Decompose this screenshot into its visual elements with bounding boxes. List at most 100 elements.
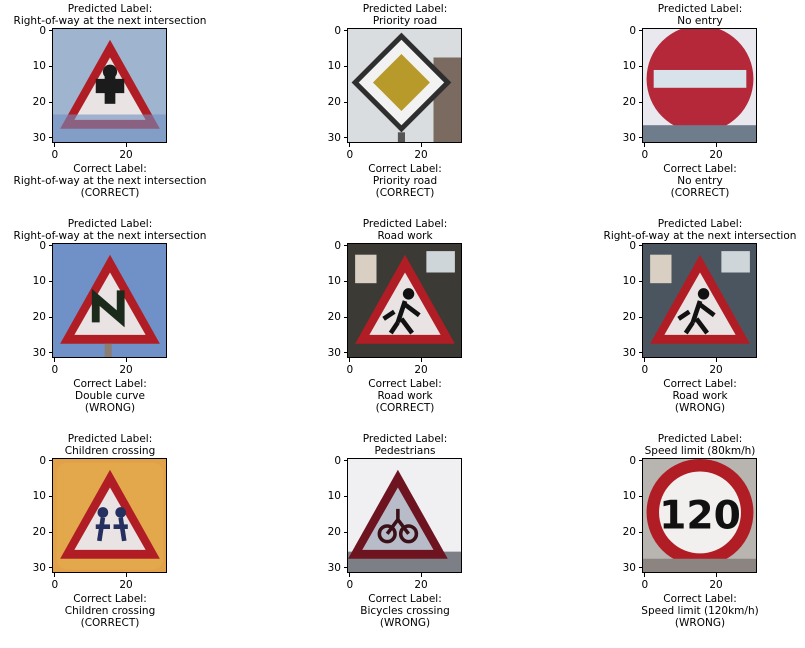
axes-frame	[642, 458, 757, 573]
traffic-sign-image	[53, 29, 167, 143]
y-tick-label: 20	[622, 96, 636, 109]
y-tick-label: 30	[622, 346, 636, 359]
triangle-worker-sign-image	[643, 244, 757, 358]
y-tick-label: 30	[622, 131, 636, 144]
traffic-sign-image	[643, 244, 757, 358]
x-tick-mark	[125, 143, 127, 147]
x-tick-label: 0	[51, 364, 59, 376]
y-tick-mark	[49, 65, 53, 67]
x-tick-label: 0	[641, 364, 649, 376]
y-tick-label: 30	[32, 131, 46, 144]
y-tick-label: 0	[334, 239, 341, 252]
x-tick-label: 20	[414, 579, 428, 591]
predicted-label-title: Predicted Label: No entry	[570, 3, 805, 27]
y-tick-mark	[344, 65, 348, 67]
y-tick-label: 20	[32, 311, 46, 324]
x-tick-mark	[54, 358, 56, 362]
correct-label-value: Road work	[377, 390, 433, 402]
correct-label-caption: Correct Label: Priority road (CORRECT)	[275, 163, 535, 199]
correct-label-heading: Correct Label:	[663, 163, 737, 175]
x-tick-mark	[420, 358, 422, 362]
verdict-text: (WRONG)	[674, 402, 726, 414]
verdict-text: (CORRECT)	[80, 617, 140, 629]
y-tick-mark	[344, 495, 348, 497]
y-tick-mark	[49, 137, 53, 139]
triangle-curve-sign-image	[53, 244, 167, 358]
y-tick-label: 0	[334, 24, 341, 37]
y-tick-label: 20	[622, 311, 636, 324]
correct-label-caption: Correct Label: Bicycles crossing (WRONG)	[275, 593, 535, 629]
predicted-label-title: Predicted Label: Pedestrians	[275, 433, 535, 457]
predicted-label-title: Predicted Label: Right-of-way at the next…	[0, 3, 240, 27]
correct-label-heading: Correct Label:	[368, 593, 442, 605]
x-tick-label: 0	[641, 579, 649, 591]
correct-label-value: Right-of-way at the next intersection	[13, 175, 207, 187]
predicted-label-heading: Predicted Label:	[67, 3, 153, 15]
x-tick-mark	[420, 143, 422, 147]
traffic-sign-image	[348, 459, 462, 573]
predicted-label-title: Predicted Label: Priority road	[275, 3, 535, 27]
predicted-label-title: Predicted Label: Children crossing	[0, 433, 240, 457]
correct-label-value: Priority road	[372, 175, 438, 187]
y-tick-mark	[49, 531, 53, 533]
y-tick-mark	[639, 567, 643, 569]
x-tick-mark	[420, 573, 422, 577]
axes-frame	[642, 28, 757, 143]
y-tick-mark	[49, 30, 53, 32]
y-tick-mark	[49, 567, 53, 569]
correct-label-heading: Correct Label:	[73, 163, 147, 175]
correct-label-caption: Correct Label: Double curve (WRONG)	[0, 378, 240, 414]
predicted-label-value: Children crossing	[64, 445, 156, 457]
verdict-text: (CORRECT)	[375, 187, 435, 199]
y-tick-mark	[344, 316, 348, 318]
predicted-label-title: Predicted Label: Road work	[275, 218, 535, 242]
x-tick-label: 20	[709, 364, 723, 376]
correct-label-value: Bicycles crossing	[360, 605, 450, 617]
x-tick-label: 20	[709, 579, 723, 591]
predicted-label-heading: Predicted Label:	[657, 433, 743, 445]
y-tick-label: 0	[629, 454, 636, 467]
x-tick-label: 20	[709, 149, 723, 161]
no-entry-sign-image	[643, 29, 757, 143]
x-tick-label: 0	[346, 149, 354, 161]
axes-frame	[52, 243, 167, 358]
y-tick-mark	[639, 101, 643, 103]
y-tick-mark	[49, 495, 53, 497]
correct-label-caption: Correct Label: Road work (CORRECT)	[275, 378, 535, 414]
verdict-text: (WRONG)	[674, 617, 726, 629]
correct-label-heading: Correct Label:	[73, 593, 147, 605]
x-tick-label: 20	[414, 364, 428, 376]
correct-label-caption: Correct Label: Children crossing (CORRECT)	[0, 593, 240, 629]
predicted-label-heading: Predicted Label:	[657, 218, 743, 230]
speed-120-sign-image: 120	[643, 459, 757, 573]
triangle-worker-sign-image	[348, 244, 462, 358]
y-tick-label: 20	[327, 311, 341, 324]
y-tick-mark	[49, 280, 53, 282]
y-tick-label: 10	[32, 60, 46, 73]
x-tick-label: 20	[414, 149, 428, 161]
predicted-label-heading: Predicted Label:	[362, 218, 448, 230]
verdict-text: (WRONG)	[379, 617, 431, 629]
y-tick-label: 10	[622, 275, 636, 288]
predicted-label-heading: Predicted Label:	[657, 3, 743, 15]
x-tick-mark	[54, 573, 56, 577]
x-tick-label: 20	[119, 364, 133, 376]
y-tick-label: 30	[327, 346, 341, 359]
verdict-text: (CORRECT)	[80, 187, 140, 199]
y-tick-label: 10	[327, 275, 341, 288]
verdict-text: (CORRECT)	[670, 187, 730, 199]
y-tick-label: 0	[629, 24, 636, 37]
x-tick-label: 0	[346, 579, 354, 591]
predicted-label-title: Predicted Label: Right-of-way at the next…	[0, 218, 240, 242]
predicted-label-heading: Predicted Label:	[67, 218, 153, 230]
predicted-label-title: Predicted Label: Right-of-way at the next…	[570, 218, 805, 242]
axes-frame	[52, 28, 167, 143]
x-tick-mark	[715, 358, 717, 362]
x-tick-mark	[125, 573, 127, 577]
axes-frame	[642, 243, 757, 358]
x-tick-label: 20	[119, 579, 133, 591]
y-tick-label: 30	[622, 561, 636, 574]
x-tick-mark	[644, 358, 646, 362]
predicted-label-value: No entry	[677, 15, 723, 27]
y-tick-label: 10	[32, 490, 46, 503]
